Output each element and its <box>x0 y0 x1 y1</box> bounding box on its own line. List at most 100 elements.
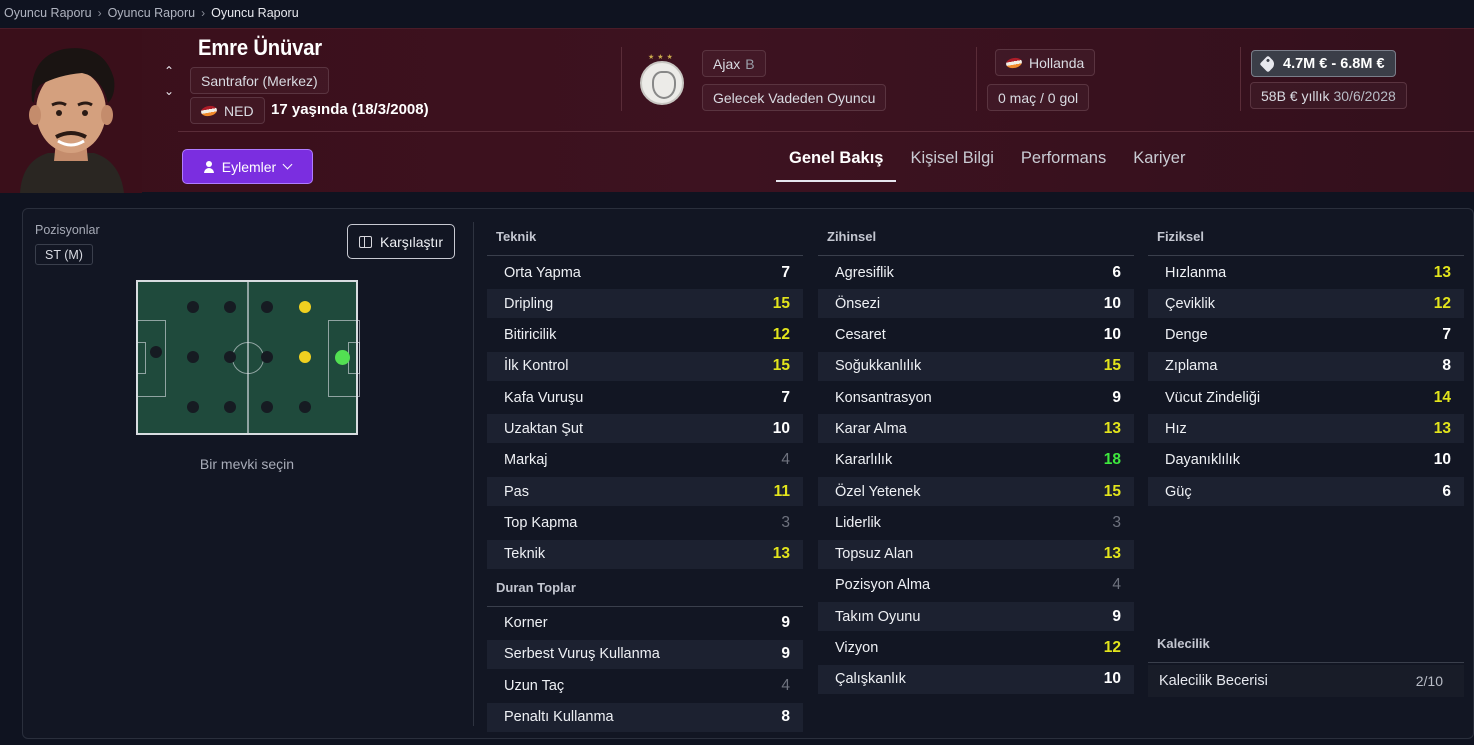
position-dot[interactable] <box>187 301 199 313</box>
position-pitch[interactable] <box>136 280 360 435</box>
attribute-row[interactable]: Takım Oyunu 9 <box>818 602 1134 632</box>
attribute-row[interactable]: Bitiricilik 12 <box>487 321 803 350</box>
position-dot[interactable] <box>224 351 236 363</box>
attribute-row[interactable]: Konsantrasyon 9 <box>818 383 1134 412</box>
position-dot[interactable] <box>261 351 273 363</box>
club-chip[interactable]: Ajax B <box>702 50 766 77</box>
attribute-value: 12 <box>772 326 790 344</box>
attribute-row[interactable]: Top Kapma 3 <box>487 508 803 537</box>
attribute-name: Bitiricilik <box>504 327 557 344</box>
nation-chip[interactable]: Hollanda <box>995 49 1096 76</box>
attribute-value: 13 <box>1433 419 1451 437</box>
attribute-value: 12 <box>1433 294 1451 312</box>
chevron-up-icon[interactable]: ⌃ <box>163 64 175 78</box>
attribute-value: 2/10 <box>1415 673 1443 689</box>
position-dot[interactable] <box>261 401 273 413</box>
contract-expiry: 30/6/2028 <box>1333 87 1396 104</box>
attribute-value: 7 <box>781 263 790 281</box>
attribute-row[interactable]: Kararlılık 18 <box>818 446 1134 475</box>
caps-chip: 0 maç / 0 gol <box>987 84 1090 111</box>
compare-label: Karşılaştır <box>379 233 443 250</box>
attribute-row[interactable]: Orta Yapma 7 <box>487 258 803 287</box>
attribute-row[interactable]: Uzaktan Şut 10 <box>487 414 803 444</box>
attribute-value: 11 <box>773 482 790 500</box>
attribute-name: Denge <box>1165 327 1208 344</box>
attribute-row[interactable]: Soğukkanlılık 15 <box>818 351 1134 381</box>
attribute-row[interactable]: Vücut Zindeliği 14 <box>1148 383 1464 412</box>
attribute-row[interactable]: Markaj 4 <box>487 446 803 475</box>
actions-button[interactable]: Eylemler <box>182 149 313 184</box>
position-dot[interactable] <box>187 351 199 363</box>
tab-career[interactable]: Kariyer <box>1133 149 1186 167</box>
attribute-row[interactable]: Dripling 15 <box>487 289 803 319</box>
attribute-row[interactable]: Karar Alma 13 <box>818 414 1134 444</box>
attribute-name: Vizyon <box>835 640 879 657</box>
attribute-name: Uzun Taç <box>504 677 565 694</box>
nation-name: Hollanda <box>1029 54 1085 71</box>
attribute-row[interactable]: Zıplama 8 <box>1148 351 1464 381</box>
attribute-name: Çalışkanlık <box>835 671 906 688</box>
tab-personal-info[interactable]: Kişisel Bilgi <box>910 149 994 167</box>
compare-button[interactable]: Karşılaştır <box>347 224 455 259</box>
attribute-row[interactable]: Teknik 13 <box>487 539 803 569</box>
attribute-value: 9 <box>1112 607 1121 625</box>
mental-attributes: Zihinsel Agresiflik 6 Önsezi 10 Cesaret 10 Soğ… <box>818 222 1134 696</box>
attribute-row[interactable]: Cesaret 10 <box>818 321 1134 350</box>
breadcrumb-item[interactable]: Oyuncu Raporu <box>107 6 196 20</box>
market-value: 4.7M € - 6.8M € <box>1283 55 1385 72</box>
attribute-row[interactable]: Agresiflik 6 <box>818 258 1134 287</box>
tab-overview[interactable]: Genel Bakış <box>776 141 897 182</box>
attribute-row[interactable]: Uzun Taç 4 <box>487 671 803 700</box>
attribute-row[interactable]: Çeviklik 12 <box>1148 289 1464 319</box>
club-logo[interactable] <box>640 61 684 105</box>
attribute-row[interactable]: Güç 6 <box>1148 477 1464 507</box>
attribute-value: 3 <box>1112 513 1121 531</box>
attribute-row[interactable]: Denge 7 <box>1148 321 1464 350</box>
position-dot[interactable] <box>187 401 199 413</box>
attribute-value: 13 <box>1103 545 1121 563</box>
attribute-row[interactable]: Önsezi 10 <box>818 289 1134 319</box>
technical-attributes: Teknik Orta Yapma 7 Dripling 15 Bitiricilik 1… <box>487 222 803 734</box>
goal-box-left <box>136 342 146 374</box>
position-dot[interactable] <box>261 301 273 313</box>
attribute-value: 10 <box>1103 326 1121 344</box>
position-dot[interactable] <box>150 346 162 358</box>
attribute-name: Liderlik <box>835 514 881 531</box>
position-dot[interactable] <box>224 301 236 313</box>
attribute-row[interactable]: Kafa Vuruşu 7 <box>487 383 803 412</box>
attribute-row[interactable]: Topsuz Alan 13 <box>818 539 1134 569</box>
attribute-row[interactable]: Hızlanma 13 <box>1148 258 1464 287</box>
attribute-row[interactable]: Özel Yetenek 15 <box>818 477 1134 507</box>
position-chip: Santrafor (Merkez) <box>190 67 329 94</box>
attribute-name: Topsuz Alan <box>835 546 914 563</box>
attribute-row[interactable]: Penaltı Kullanma 8 <box>487 702 803 732</box>
section-title: Kalecilik <box>1148 629 1464 663</box>
attribute-row[interactable]: Dayanıklılık 10 <box>1148 446 1464 475</box>
attribute-name: Takım Oyunu <box>835 608 921 625</box>
attribute-row[interactable]: Pas 11 <box>487 477 803 507</box>
chevron-down-icon[interactable]: ⌄ <box>163 84 175 98</box>
attribute-value: 8 <box>1442 357 1451 375</box>
section-title: Fiziksel <box>1148 222 1464 256</box>
attribute-row[interactable]: Hız 13 <box>1148 414 1464 444</box>
attribute-row[interactable]: İlk Kontrol 15 <box>487 351 803 381</box>
attribute-value: 10 <box>1103 294 1121 312</box>
attribute-name: Kararlılık <box>835 452 893 469</box>
attribute-row[interactable]: Çalışkanlık 10 <box>818 664 1134 694</box>
position-dot[interactable] <box>224 401 236 413</box>
attribute-value: 3 <box>781 513 790 531</box>
position-dot[interactable] <box>299 401 311 413</box>
attribute-value: 13 <box>1433 263 1451 281</box>
position-dot[interactable] <box>334 349 350 365</box>
position-dot[interactable] <box>299 301 311 313</box>
attribute-row[interactable]: Liderlik 3 <box>818 508 1134 537</box>
attribute-row[interactable]: Korner 9 <box>487 609 803 638</box>
nationality-chip: NED <box>190 97 265 124</box>
tab-performance[interactable]: Performans <box>1020 149 1107 167</box>
attribute-row[interactable]: Pozisyon Alma 4 <box>818 571 1134 600</box>
attribute-row[interactable]: Vizyon 12 <box>818 634 1134 663</box>
position-dot[interactable] <box>299 351 311 363</box>
attribute-name: Cesaret <box>835 327 886 344</box>
attribute-row[interactable]: Serbest Vuruş Kullanma 9 <box>487 639 803 669</box>
breadcrumb-item[interactable]: Oyuncu Raporu <box>4 6 92 20</box>
